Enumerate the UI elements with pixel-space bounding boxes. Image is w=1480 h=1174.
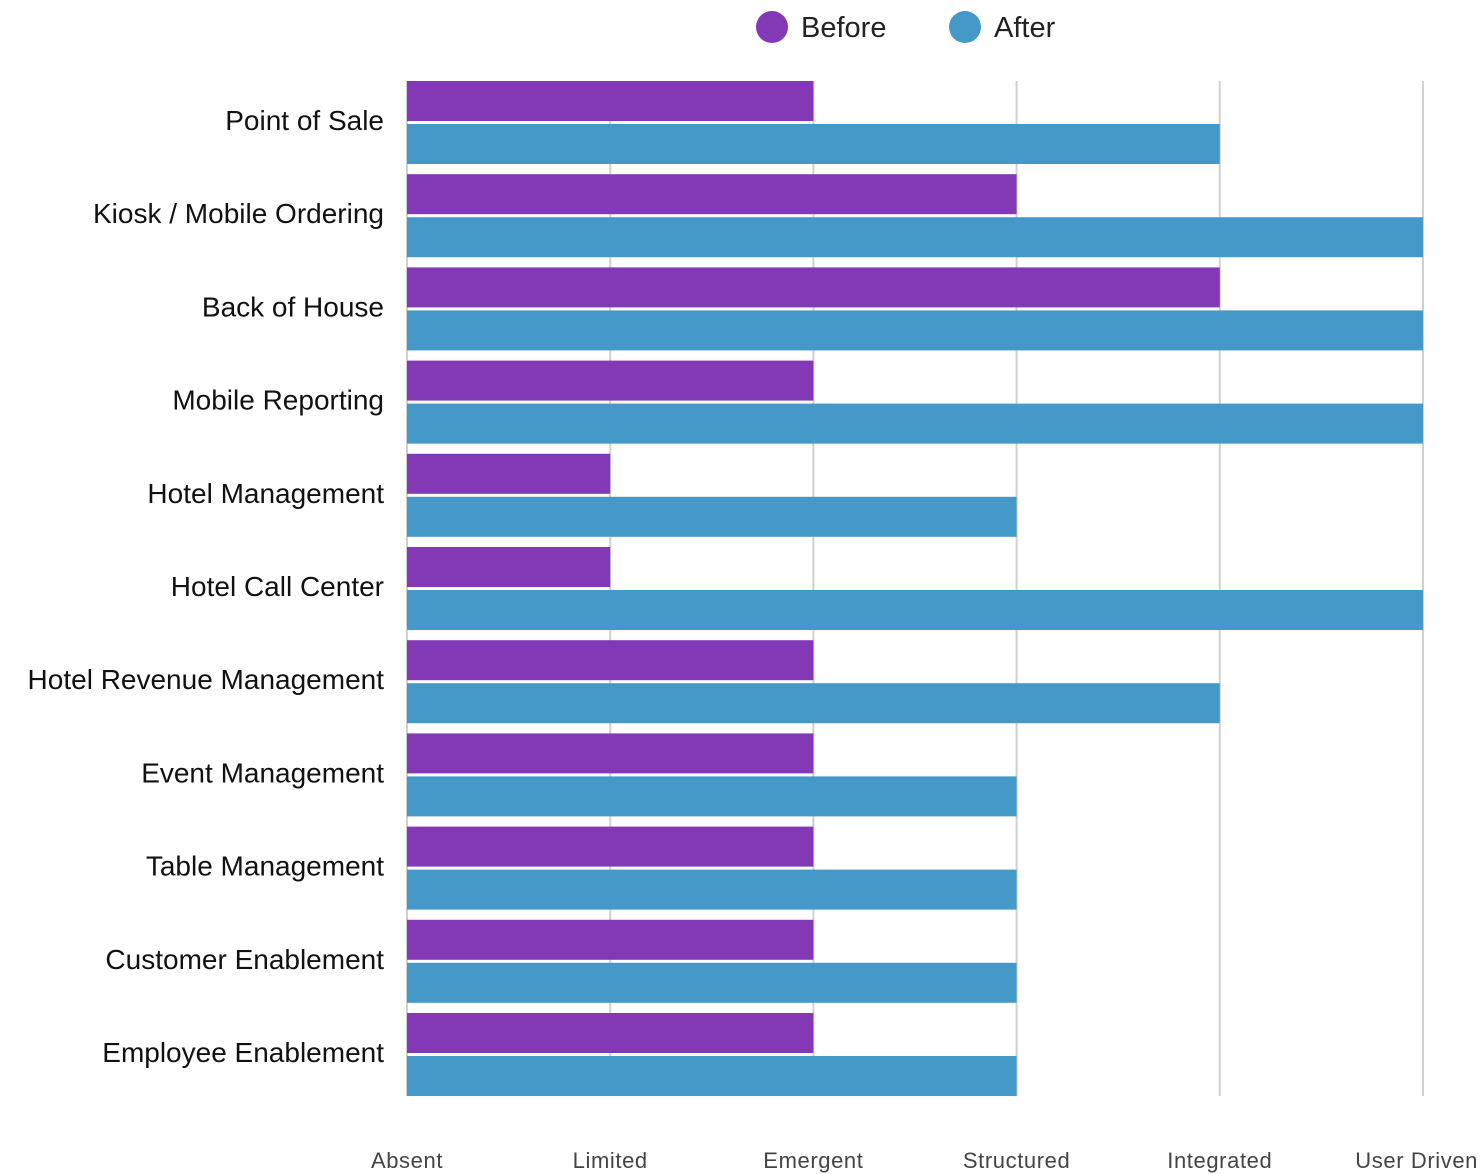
bar-before-hotel-revenue-management[interactable] <box>407 640 814 681</box>
legend-label-before: Before <box>801 12 886 44</box>
x-tick-label-emergent: Emergent <box>763 1148 863 1173</box>
x-tick-label-limited: Limited <box>573 1148 648 1173</box>
bar-before-kiosk-mobile-ordering[interactable] <box>407 174 1017 215</box>
category-label-hotel-call-center: Hotel Call Center <box>171 571 384 602</box>
bar-before-mobile-reporting[interactable] <box>407 360 814 401</box>
category-label-employee-enablement: Employee Enablement <box>102 1037 384 1068</box>
category-label-hotel-management: Hotel Management <box>147 478 384 509</box>
bar-after-table-management[interactable] <box>407 869 1017 910</box>
bar-after-point-of-sale[interactable] <box>407 124 1220 164</box>
category-label-table-management: Table Management <box>146 851 384 882</box>
bar-before-customer-enablement[interactable] <box>407 919 814 960</box>
bar-after-back-of-house[interactable] <box>407 310 1423 351</box>
legend-marker-before <box>756 11 788 43</box>
legend-item-after[interactable]: After <box>949 11 1056 44</box>
bar-after-kiosk-mobile-ordering[interactable] <box>407 217 1423 258</box>
x-tick-label-integrated: Integrated <box>1167 1148 1272 1173</box>
bar-before-point-of-sale[interactable] <box>407 81 814 121</box>
bar-after-mobile-reporting[interactable] <box>407 403 1423 444</box>
legend-item-before[interactable]: Before <box>756 11 886 44</box>
bars <box>407 81 1423 1096</box>
bar-before-hotel-call-center[interactable] <box>407 547 611 587</box>
bar-after-event-management[interactable] <box>407 776 1017 817</box>
category-label-hotel-revenue-management: Hotel Revenue Management <box>28 664 385 695</box>
category-label-event-management: Event Management <box>141 757 384 788</box>
bar-before-event-management[interactable] <box>407 733 814 774</box>
category-label-kiosk-mobile-ordering: Kiosk / Mobile Ordering <box>93 198 384 229</box>
bar-after-hotel-call-center[interactable] <box>407 590 1423 630</box>
legend: Before After <box>756 11 1056 44</box>
bar-before-back-of-house[interactable] <box>407 267 1220 308</box>
category-label-mobile-reporting: Mobile Reporting <box>172 385 384 416</box>
x-axis-tick-labels: Absent Limited Emergent Structured Integrate… <box>371 1148 1478 1173</box>
x-tick-label-absent: Absent <box>371 1148 443 1173</box>
legend-marker-after <box>949 11 981 43</box>
x-tick-label-structured: Structured <box>963 1148 1071 1173</box>
x-tick-label-user-driven: User Driven <box>1355 1148 1478 1173</box>
category-label-back-of-house: Back of House <box>202 291 384 322</box>
bar-after-employee-enablement[interactable] <box>407 1056 1017 1096</box>
category-labels: Point of Sale Kiosk / Mobile Ordering Back… <box>28 105 385 1068</box>
bar-before-employee-enablement[interactable] <box>407 1013 814 1053</box>
bar-after-customer-enablement[interactable] <box>407 962 1017 1003</box>
bar-before-hotel-management[interactable] <box>407 453 611 494</box>
legend-label-after: After <box>994 12 1056 44</box>
bar-before-table-management[interactable] <box>407 826 814 867</box>
bar-after-hotel-revenue-management[interactable] <box>407 683 1220 724</box>
category-label-point-of-sale: Point of Sale <box>225 105 384 136</box>
bar-after-hotel-management[interactable] <box>407 496 1017 537</box>
category-label-customer-enablement: Customer Enablement <box>105 944 384 975</box>
